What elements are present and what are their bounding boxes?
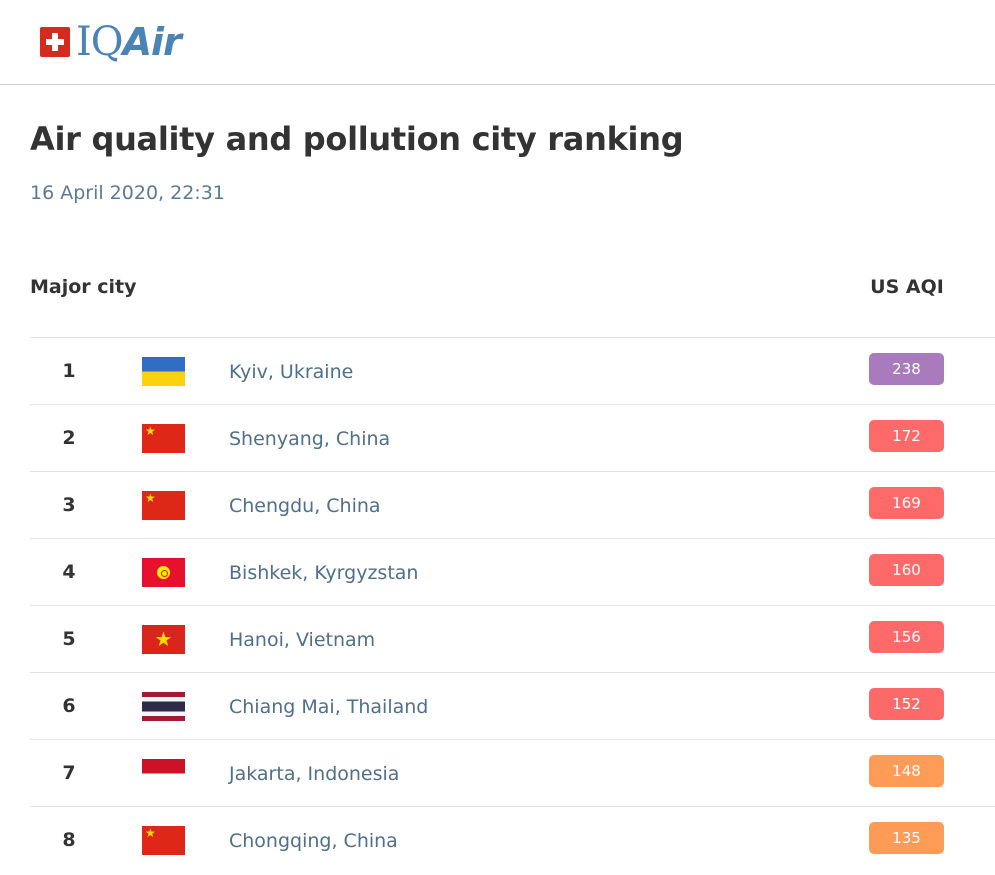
site-header: IQ Air [0, 0, 995, 85]
thailand-flag-icon [142, 692, 185, 721]
ukraine-flag-icon [142, 357, 185, 386]
aqi-badge: 172 [869, 420, 944, 452]
logo-text-air: Air [122, 20, 182, 64]
rank-number: 8 [62, 829, 76, 851]
city-link[interactable]: Hanoi, Vietnam [229, 629, 376, 651]
city-link[interactable]: Jakarta, Indonesia [229, 763, 400, 785]
indonesia-flag-icon [142, 759, 185, 788]
iqair-logo[interactable]: IQ Air [40, 19, 182, 65]
table-row[interactable]: 7 Jakarta, Indonesia 148 [30, 739, 995, 806]
ranking-table: 1 Kyiv, Ukraine 238 2 ★ Shenyang, China … [30, 337, 995, 873]
rank-number: 4 [62, 561, 76, 583]
kyrgyzstan-flag-icon [142, 558, 185, 587]
city-link[interactable]: Bishkek, Kyrgyzstan [229, 562, 419, 584]
city-link[interactable]: Shenyang, China [229, 428, 391, 450]
table-row[interactable]: 5 ★ Hanoi, Vietnam 156 [30, 605, 995, 672]
rank-number: 1 [62, 360, 76, 382]
aqi-badge: 238 [869, 353, 944, 385]
china-flag-icon: ★ [142, 826, 185, 855]
update-timestamp: 16 April 2020, 22:31 [30, 182, 225, 204]
rank-number: 2 [62, 427, 76, 449]
vietnam-flag-icon: ★ [142, 625, 185, 654]
table-row[interactable]: 3 ★ Chengdu, China 169 [30, 471, 995, 538]
china-flag-icon: ★ [142, 424, 185, 453]
aqi-badge: 169 [869, 487, 944, 519]
rank-number: 7 [62, 762, 76, 784]
aqi-badge: 160 [869, 554, 944, 586]
table-row[interactable]: 4 Bishkek, Kyrgyzstan 160 [30, 538, 995, 605]
aqi-badge: 135 [869, 822, 944, 854]
table-row[interactable]: 2 ★ Shenyang, China 172 [30, 404, 995, 471]
column-header-city: Major city [30, 276, 137, 298]
table-row[interactable]: 8 ★ Chongqing, China 135 [30, 806, 995, 873]
swiss-flag-icon [40, 27, 70, 57]
rank-number: 5 [62, 628, 76, 650]
column-header-aqi: US AQI [870, 276, 944, 298]
city-link[interactable]: Chiang Mai, Thailand [229, 696, 429, 718]
table-row[interactable]: 1 Kyiv, Ukraine 238 [30, 337, 995, 404]
table-row[interactable]: 6 Chiang Mai, Thailand 152 [30, 672, 995, 739]
rank-number: 6 [62, 695, 76, 717]
city-link[interactable]: Chengdu, China [229, 495, 381, 517]
aqi-badge: 156 [869, 621, 944, 653]
rank-number: 3 [62, 494, 76, 516]
aqi-badge: 152 [869, 688, 944, 720]
china-flag-icon: ★ [142, 491, 185, 520]
logo-text-iq: IQ [76, 19, 124, 65]
city-link[interactable]: Chongqing, China [229, 830, 398, 852]
page-title: Air quality and pollution city ranking [30, 120, 684, 158]
city-link[interactable]: Kyiv, Ukraine [229, 361, 354, 383]
aqi-badge: 148 [869, 755, 944, 787]
